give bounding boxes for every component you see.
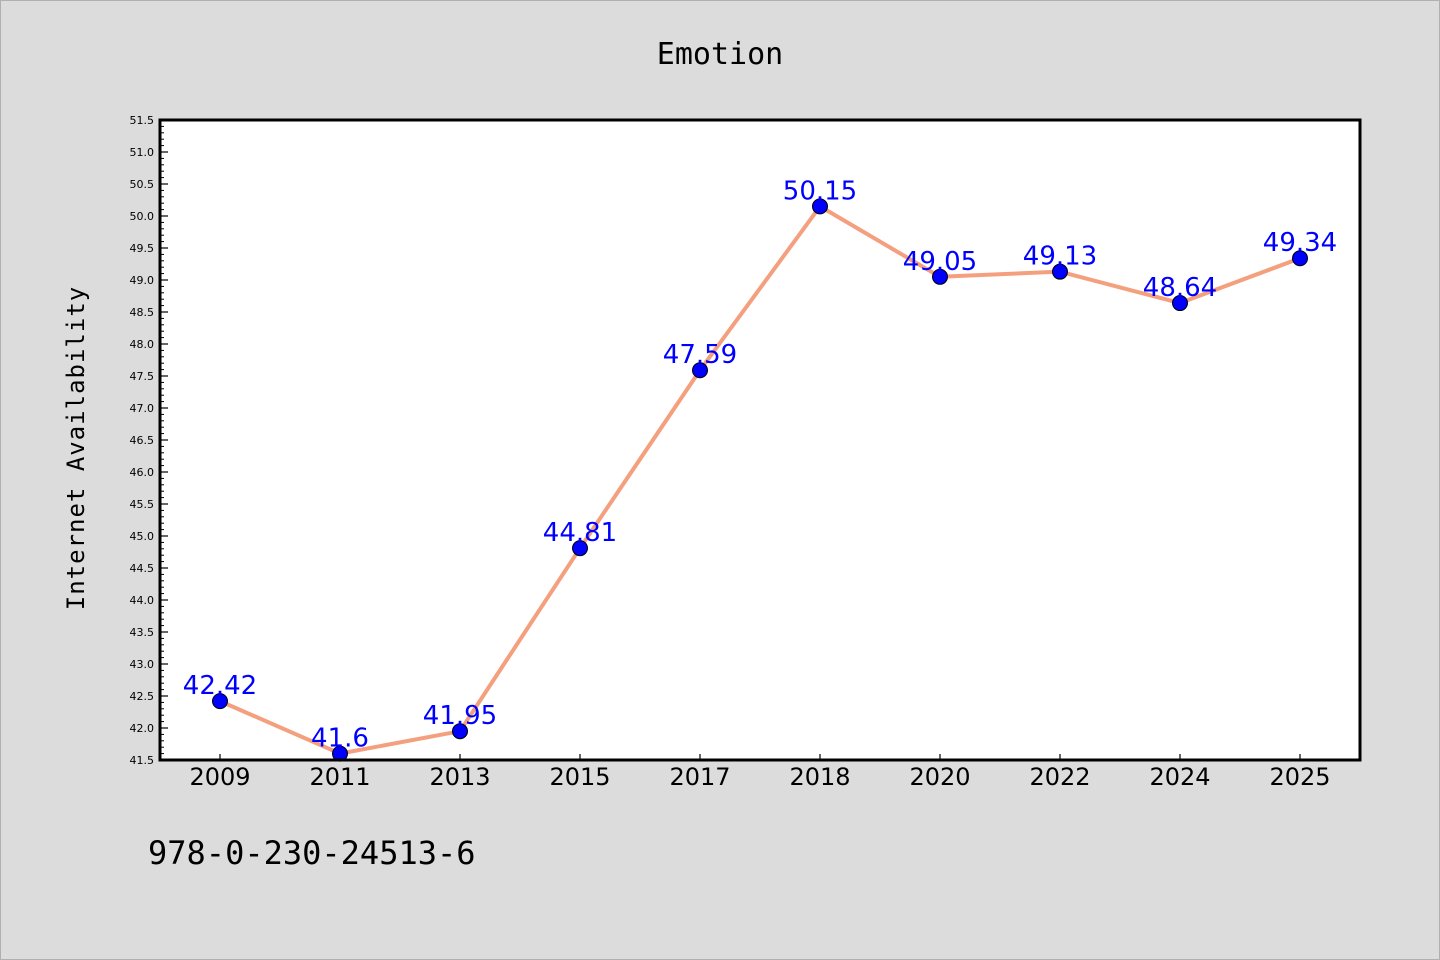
y-tick-label: 51.0: [130, 146, 155, 159]
y-tick-label: 47.0: [130, 402, 155, 415]
x-tick-label: 2018: [789, 763, 850, 791]
y-axis-label: Internet Availability: [62, 286, 90, 610]
data-label: 42.42: [183, 671, 257, 701]
x-tick-label: 2022: [1029, 763, 1090, 791]
y-tick-label: 46.5: [130, 434, 155, 447]
y-tick-label: 49.5: [130, 242, 155, 255]
y-tick-label: 42.5: [130, 690, 155, 703]
y-tick-label: 48.0: [130, 338, 155, 351]
y-tick-label: 49.0: [130, 274, 155, 287]
y-tick-label: 44.0: [130, 594, 155, 607]
x-tick-label: 2011: [309, 763, 370, 791]
y-tick-label: 50.5: [130, 178, 155, 191]
data-label: 49.13: [1023, 242, 1097, 272]
x-axis-ticks: 2009 2011 2013 2015 2017 2018 2020 2022 2024 2025: [189, 754, 1331, 791]
data-point: [1292, 250, 1308, 267]
y-tick-label: 44.5: [130, 562, 155, 575]
series-line: [219, 204, 1301, 756]
data-point: [212, 693, 228, 710]
data-label: 49.05: [903, 247, 977, 277]
y-tick-label: 42.0: [130, 722, 155, 735]
footnote-isbn: 978-0-230-24513-6: [148, 834, 476, 872]
x-tick-label: 2013: [429, 763, 490, 791]
data-label: 44.81: [543, 518, 617, 548]
x-tick-label: 2025: [1269, 763, 1330, 791]
data-point: [572, 540, 588, 557]
chart-title: Emotion: [657, 37, 783, 72]
data-point: [692, 362, 708, 379]
y-tick-label: 45.5: [130, 498, 155, 511]
y-tick-label: 45.0: [130, 530, 155, 543]
data-labels: 42.42 41.6 41.95 44.81 47.59 50.15 49.05 49.13 4…: [183, 176, 1337, 753]
y-tick-label: 50.0: [130, 210, 155, 223]
data-label: 50.15: [783, 176, 857, 206]
data-label: 47.59: [663, 340, 737, 370]
y-tick-label: 41.5: [130, 754, 155, 767]
data-label: 41.95: [423, 701, 497, 731]
x-tick-label: 2017: [669, 763, 730, 791]
x-tick-label: 2015: [549, 763, 610, 791]
y-tick-label: 47.5: [130, 370, 155, 383]
y-tick-label: 51.5: [130, 114, 155, 127]
data-label: 41.6: [311, 724, 369, 754]
data-label: 48.64: [1143, 273, 1217, 303]
x-tick-label: 2009: [189, 763, 250, 791]
plot-frame: [158, 118, 1362, 762]
data-point: [932, 268, 948, 285]
data-point: [812, 198, 828, 215]
plot-area: [160, 120, 1360, 760]
x-tick-label: 2024: [1149, 763, 1210, 791]
data-point: [1052, 263, 1068, 280]
series-group: [212, 198, 1308, 762]
data-point: [452, 723, 468, 740]
y-tick-label: 43.0: [130, 658, 155, 671]
y-tick-label: 48.5: [130, 306, 155, 319]
y-tick-label: 46.0: [130, 466, 155, 479]
data-point: [1172, 295, 1188, 312]
x-tick-label: 2020: [909, 763, 970, 791]
y-tick-label: 43.5: [130, 626, 155, 639]
data-label: 49.34: [1263, 228, 1337, 258]
